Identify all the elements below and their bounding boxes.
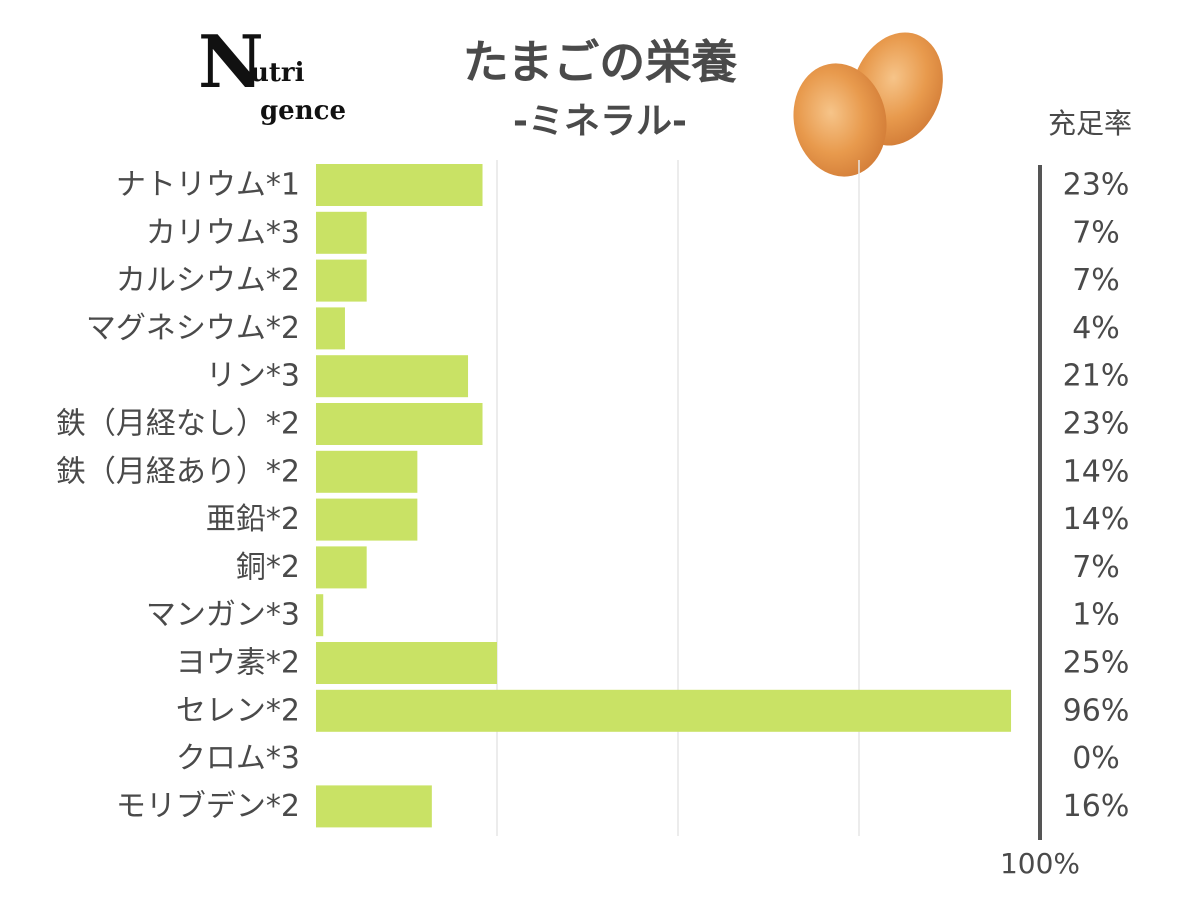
chart-subtitle: -ミネラル-: [513, 101, 687, 142]
nutrigence-logo: N utri gence: [198, 26, 368, 136]
bars: [316, 164, 1012, 828]
value-label-9: 1%: [1072, 598, 1120, 633]
category-label-10: ヨウ素*2: [176, 646, 300, 681]
category-label-2: カルシウム*2: [116, 263, 300, 298]
bar-0: [316, 164, 483, 206]
value-label-0: 23%: [1063, 168, 1130, 203]
category-label-0: ナトリウム*1: [116, 168, 300, 203]
logo-letter-n: N: [198, 19, 264, 104]
category-label-11: セレン*2: [176, 693, 300, 728]
bar-4: [316, 355, 469, 398]
bar-3: [316, 307, 345, 350]
bar-11: [316, 689, 1012, 732]
value-label-3: 4%: [1072, 311, 1120, 346]
eggs-icon: [793, 32, 943, 177]
value-label-2: 7%: [1072, 263, 1120, 298]
fulfillment-rate-header: 充足率: [1047, 107, 1132, 140]
bar-2: [316, 259, 367, 302]
bar-5: [316, 403, 483, 445]
logo-text-utri: utri: [250, 58, 305, 88]
category-label-6: 鉄（月経あり）*2: [56, 454, 300, 489]
value-label-12: 0%: [1072, 741, 1120, 776]
bar-1: [316, 211, 367, 254]
category-label-3: マグネシウム*2: [86, 311, 300, 346]
category-label-7: 亜鉛*2: [206, 502, 300, 537]
category-label-8: 銅*2: [236, 550, 300, 585]
category-label-1: カリウム*3: [146, 215, 300, 250]
value-label-4: 21%: [1063, 359, 1130, 394]
bar-6: [316, 450, 418, 493]
value-label-13: 16%: [1063, 789, 1130, 824]
value-label-11: 96%: [1063, 693, 1130, 728]
value-label-6: 14%: [1063, 454, 1130, 489]
percentage-labels: 23% 7% 7% 4% 21% 23% 14% 14% 7% 1% 25% 96% 0% 16%: [1063, 168, 1130, 824]
gridlines: [496, 160, 860, 836]
axis-max-label: 100%: [999, 847, 1081, 880]
bar-8: [316, 546, 367, 589]
bar-10: [316, 642, 497, 684]
bar-9: [316, 594, 324, 637]
egg-front: [793, 63, 887, 177]
value-label-8: 7%: [1072, 550, 1120, 585]
value-label-5: 23%: [1063, 407, 1130, 442]
logo-text-gence: gence: [260, 96, 346, 126]
category-label-5: 鉄（月経なし）*2: [56, 407, 300, 442]
bar-7: [316, 498, 418, 541]
category-label-9: マンガン*3: [146, 598, 300, 633]
value-label-1: 7%: [1072, 215, 1120, 250]
chart-title: たまごの栄養: [462, 35, 738, 89]
value-label-10: 25%: [1063, 646, 1130, 681]
category-label-13: モリブデン*2: [116, 789, 300, 824]
category-labels: ナトリウム*1 カリウム*3 カルシウム*2 マグネシウム*2 リン*3 鉄（月経なし）*…: [56, 168, 300, 824]
category-label-4: リン*3: [206, 359, 300, 394]
value-label-7: 14%: [1063, 502, 1130, 537]
bar-13: [316, 785, 432, 828]
category-label-12: クロム*3: [176, 741, 300, 776]
